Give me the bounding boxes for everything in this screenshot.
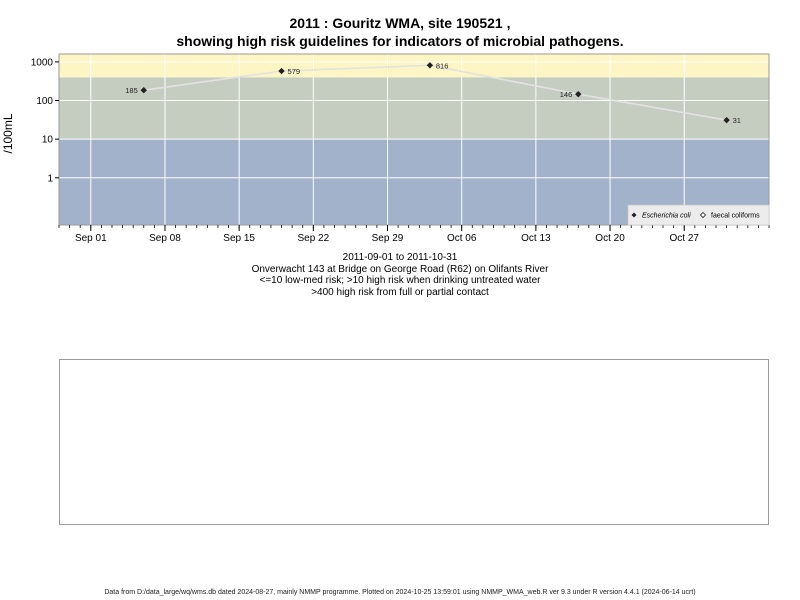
data-label: 816 <box>436 61 449 70</box>
y-tick-label: 1000 <box>31 57 54 68</box>
x-tick-label: Sep 15 <box>223 233 255 244</box>
chart-title-line-1: 2011 : Gouritz WMA, site 190521 , <box>289 15 511 31</box>
x-tick-label: Sep 08 <box>149 233 181 244</box>
legend: Escherichia coli faecal coliforms <box>627 204 770 226</box>
legend-label-faecal-coliforms: faecal coliforms <box>711 213 760 220</box>
caption-contact-guideline: >400 high risk from full or partial cont… <box>311 286 489 298</box>
y-axis-label: /100mL <box>1 113 15 153</box>
data-point <box>723 116 730 124</box>
x-tick-label: Oct 20 <box>595 233 625 244</box>
data-point <box>426 62 434 69</box>
x-tick-label: Oct 06 <box>447 233 477 244</box>
data-series: 185 579 816 146 31 <box>125 61 741 125</box>
x-tick-label: Sep 29 <box>372 233 404 244</box>
legend-label-e-coli: Escherichia coli <box>642 213 691 220</box>
chart-title: 2011 : Gouritz WMA, site 190521 , showin… <box>0 14 800 50</box>
caption-date-range: 2011-09-01 to 2011-10-31 <box>342 252 458 263</box>
data-label: 146 <box>560 90 573 99</box>
footer-note: Data from D:/data_large/wq/wms.db dated … <box>104 589 696 596</box>
data-label: 579 <box>288 67 301 76</box>
legend-marker-faecal-coliforms <box>699 211 707 219</box>
data-label: 185 <box>125 86 138 95</box>
risk-band-1 <box>59 77 769 140</box>
data-point <box>140 86 147 94</box>
gridlines <box>59 54 769 225</box>
data-point <box>575 90 582 98</box>
caption-drinking-guideline: <=10 low-med risk; >10 high risk when dr… <box>259 275 541 286</box>
x-tick-label: Sep 01 <box>75 233 107 244</box>
pathogen-chart: 1 10 100 1000 Sep 01 Sep 08 Sep 15 Sep 22 Sep 2… <box>1 53 770 244</box>
chart-caption: 2011-09-01 to 2011-10-31 Onverwacht 143 … <box>0 252 800 298</box>
empty-plot-panel <box>59 359 769 525</box>
y-tick-label: 100 <box>36 96 53 107</box>
caption-site-description: Onverwacht 143 at Bridge on George Road … <box>251 263 549 275</box>
data-label: 31 <box>733 116 741 125</box>
chart-title-line-2: showing high risk guidelines for indicat… <box>176 33 624 49</box>
x-tick-label: Oct 27 <box>669 233 699 244</box>
legend-box <box>627 204 770 226</box>
x-axis: Sep 01 Sep 08 Sep 15 Sep 22 Sep 29 Oct 06 Oct … <box>58 225 770 244</box>
y-tick-label: 1 <box>47 173 53 184</box>
y-axis: 1 10 100 1000 <box>31 57 59 184</box>
y-tick-label: 10 <box>42 135 54 146</box>
x-tick-label: Sep 22 <box>297 233 329 244</box>
legend-marker-e-coli <box>631 212 637 218</box>
data-point <box>278 67 285 75</box>
x-tick-label: Oct 13 <box>521 233 551 244</box>
